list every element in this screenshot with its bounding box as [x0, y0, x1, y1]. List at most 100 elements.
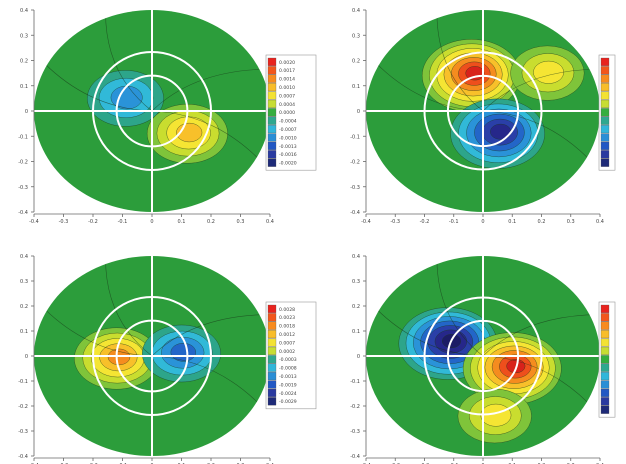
y-tick-label: -0.2 — [18, 160, 28, 166]
y-tick-label: -0.2 — [18, 404, 28, 410]
panel-top-right: 0.4 0.3 0.2 0.1 0 -0.1 -0.2 -0.3 -0.4-0.4 -0.3 -0.… — [350, 6, 616, 225]
x-tick-label: -0.3 — [390, 219, 400, 225]
colorbar-label: 0.0014 — [279, 77, 295, 83]
y-tick-label: -0.1 — [350, 379, 360, 385]
colorbar-label: -0.0016 — [279, 152, 297, 158]
y-tick-label: 0.1 — [352, 84, 360, 90]
y-tick-label: 0 — [25, 109, 28, 115]
colorbar-swatch — [267, 108, 277, 117]
colorbar-swatch — [600, 83, 610, 92]
colorbar-swatch — [600, 321, 610, 330]
x-tick-label: -0.1 — [118, 219, 128, 225]
colorbar-label: 0.0017 — [279, 68, 295, 74]
y-tick-label: 0.4 — [352, 8, 360, 14]
y-tick-label: -0.4 — [18, 454, 28, 460]
colorbar-swatch — [267, 397, 277, 406]
colorbar-label: -0.0013 — [279, 374, 297, 380]
colorbar-swatch — [600, 355, 610, 364]
colorbar-label: -0.0004 — [279, 119, 297, 125]
x-tick-label: 0.2 — [207, 219, 215, 225]
x-tick-label: -0.2 — [420, 219, 430, 225]
colorbar-label: 0.0018 — [279, 324, 295, 330]
colorbar-label: 0.0012 — [279, 332, 295, 338]
x-tick-label: 0.4 — [596, 219, 604, 225]
x-tick-label: 0.1 — [508, 219, 516, 225]
y-tick-label: 0.2 — [352, 304, 360, 310]
axes: 0.4 0.3 0.2 0.1 0 -0.1 -0.2 -0.3 -0.4-0.4 -0.3 -0.… — [18, 8, 274, 225]
colorbar-swatch — [600, 158, 610, 167]
colorbar: 0.0028 0.0023 0.0018 0.0012 0.0007 0.0002 -0.0… — [265, 301, 317, 410]
y-tick-label: -0.1 — [18, 379, 28, 385]
colorbar-swatch — [600, 380, 610, 389]
colorbar-label: -0.0003 — [279, 357, 297, 363]
x-tick-label: 0.3 — [567, 219, 575, 225]
colorbar-swatch — [267, 338, 277, 347]
contour-positive-level-3 — [533, 60, 564, 84]
axes: 0.4 0.3 0.2 0.1 0 -0.1 -0.2 -0.3 -0.4-0.4 -0.3 -0.… — [350, 8, 604, 225]
colorbar-swatch — [600, 388, 610, 397]
colorbar-swatch — [267, 346, 277, 355]
colorbar-swatch — [600, 363, 610, 372]
colorbar-label: -0.0013 — [279, 144, 297, 150]
colorbar-swatch — [600, 372, 610, 381]
y-tick-label: -0.1 — [18, 134, 28, 140]
colorbar-swatch — [267, 380, 277, 389]
contour-fill — [34, 10, 270, 175]
y-tick-label: 0.4 — [352, 254, 360, 260]
x-tick-label: -0.1 — [449, 219, 459, 225]
colorbar-swatch — [267, 83, 277, 92]
colorbar-swatch — [600, 116, 610, 125]
y-tick-label: 0.3 — [352, 279, 360, 285]
y-tick-label: 0.3 — [20, 279, 28, 285]
x-tick-label: -0.4 — [361, 219, 371, 225]
colorbar-label: 0.0028 — [279, 307, 295, 313]
colorbar-swatch — [600, 304, 610, 313]
colorbar-swatch — [267, 313, 277, 322]
y-tick-label: -0.2 — [350, 404, 360, 410]
colorbar: 0.0020 0.0017 0.0014 0.0010 0.0007 0.0004 0.00… — [265, 54, 317, 171]
colorbar-swatch — [600, 125, 610, 134]
x-tick-label: -0.4 — [29, 219, 39, 225]
y-tick-label: 0.2 — [20, 59, 28, 65]
y-tick-label: -0.3 — [350, 429, 360, 435]
panel-bottom-right: 0.40.30.20.10-0.1-0.2-0.3-0.4-0.4-0.3-0.… — [350, 252, 616, 464]
colorbar-swatch — [600, 108, 610, 117]
colorbar-label: -0.0029 — [279, 399, 297, 405]
colorbar-swatch — [267, 363, 277, 372]
panel-top-left: 0.4 0.3 0.2 0.1 0 -0.1 -0.2 -0.3 -0.4-0.4 -0.3 -0.… — [18, 6, 317, 225]
colorbar-swatch — [600, 74, 610, 83]
colorbar-swatch — [267, 355, 277, 364]
colorbar-swatch — [267, 74, 277, 83]
colorbar-label: 0.0007 — [279, 93, 295, 99]
y-tick-label: 0.3 — [20, 33, 28, 39]
colorbar-swatch — [600, 91, 610, 100]
y-tick-label: 0.4 — [20, 8, 28, 14]
colorbar-swatch — [267, 141, 277, 150]
colorbar-swatch — [267, 372, 277, 381]
y-tick-label: 0 — [25, 354, 28, 360]
colorbar-swatch — [600, 141, 610, 150]
colorbar-swatch — [267, 150, 277, 159]
colorbar — [598, 54, 616, 171]
y-tick-label: -0.3 — [350, 185, 360, 191]
colorbar-label: 0.0010 — [279, 85, 295, 91]
colorbar-swatch — [267, 99, 277, 108]
x-tick-label: 0.4 — [266, 219, 274, 225]
colorbar-label: -0.0024 — [279, 391, 297, 397]
colorbar-swatch — [600, 330, 610, 339]
colorbar-swatch — [600, 150, 610, 159]
y-tick-label: 0.4 — [20, 254, 28, 260]
colorbar-swatch — [600, 338, 610, 347]
colorbar-label: 0.0002 — [279, 349, 295, 355]
y-tick-label: -0.3 — [18, 429, 28, 435]
x-tick-label: 0.2 — [538, 219, 546, 225]
y-tick-label: -0.4 — [18, 210, 28, 216]
x-tick-label: 0 — [481, 219, 484, 225]
colorbar-label: -0.0008 — [279, 366, 297, 372]
colorbar-swatch — [267, 304, 277, 313]
colorbar-label: 0.0020 — [279, 60, 295, 66]
colorbar-swatch — [600, 405, 610, 414]
y-tick-label: 0.3 — [352, 33, 360, 39]
y-tick-label: 0 — [357, 109, 360, 115]
